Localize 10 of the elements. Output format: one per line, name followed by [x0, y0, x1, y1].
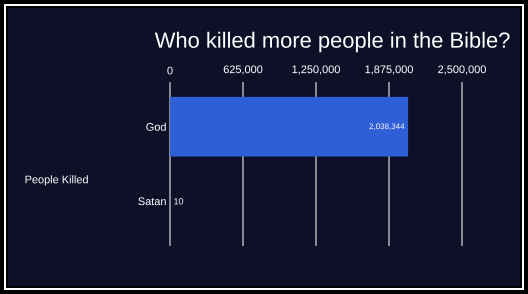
x-tick-label: 1,250,000 — [292, 65, 340, 74]
x-tick-label: 0 — [167, 66, 173, 74]
data-label: 10 — [174, 198, 184, 204]
x-tick-label: 2,500,000 — [438, 65, 486, 74]
x-tick-label: 625,000 — [224, 65, 262, 74]
y-tick-label: Satan — [138, 197, 166, 206]
chart-title: Who killed more people in the Bible? — [154, 32, 510, 52]
y-axis-title: People Killed — [26, 175, 88, 186]
y-tick-label: God — [146, 122, 166, 131]
x-tick-label: 1,875,000 — [365, 65, 413, 74]
